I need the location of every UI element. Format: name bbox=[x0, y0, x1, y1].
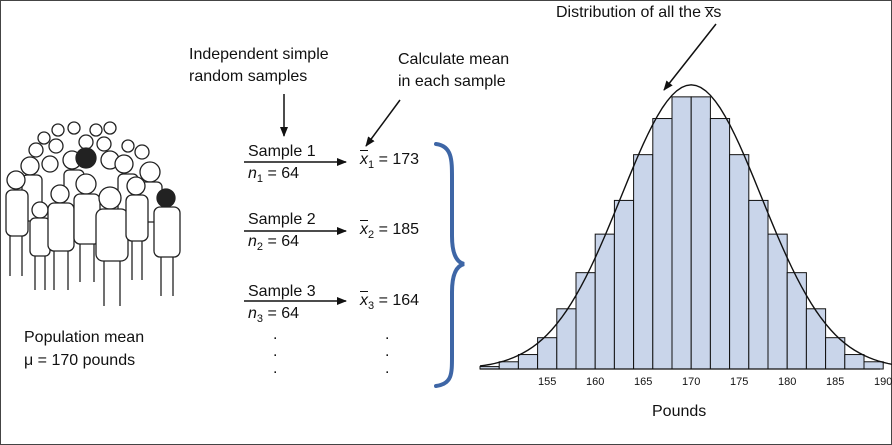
calculate-mean-line1: Calculate mean bbox=[398, 51, 510, 68]
histogram-bar bbox=[498, 361, 519, 370]
x-tick-label: 170 bbox=[682, 376, 700, 388]
histogram bbox=[479, 96, 884, 370]
histogram-bar bbox=[709, 118, 731, 370]
population-crowd-illustration bbox=[5, 121, 181, 306]
crowd-front-row bbox=[5, 170, 181, 306]
x-tick-label: 160 bbox=[586, 376, 604, 388]
histogram-bar bbox=[863, 361, 884, 370]
histogram-bar bbox=[825, 337, 846, 370]
x-axis-label: Pounds bbox=[652, 403, 707, 420]
histogram-bar bbox=[575, 272, 596, 370]
distribution-title-arrow bbox=[663, 23, 717, 91]
x-axis-ticks: 155 160 165 170 175 180 185 190 bbox=[538, 376, 892, 388]
histogram-bar bbox=[517, 354, 539, 370]
x-tick-label: 155 bbox=[538, 376, 556, 388]
histogram-bar bbox=[767, 233, 788, 370]
sample-2-label: Sample 2 bbox=[248, 211, 316, 228]
histogram-bar bbox=[844, 354, 865, 370]
histogram-bar bbox=[537, 337, 558, 370]
x-tick-label: 190 bbox=[874, 376, 892, 388]
means-ellipsis: ... bbox=[385, 326, 390, 377]
x-tick-label: 185 bbox=[826, 376, 844, 388]
sample-3-mean: x3 = 164 bbox=[360, 292, 420, 313]
independent-samples-line2: random samples bbox=[189, 68, 308, 85]
histogram-bar bbox=[786, 272, 807, 370]
samples-ellipsis: ... bbox=[273, 326, 278, 377]
histogram-bar bbox=[652, 118, 673, 370]
curly-brace bbox=[434, 142, 465, 388]
histogram-bar bbox=[690, 96, 711, 370]
histogram-bar bbox=[748, 199, 769, 370]
population-mean-value: μ = 170 pounds bbox=[24, 352, 136, 369]
histogram-bar bbox=[556, 308, 577, 370]
sample-3-label: Sample 3 bbox=[248, 283, 316, 300]
sample-2-size: n2 = 64 bbox=[248, 233, 300, 254]
normal-curve-overlay bbox=[479, 84, 892, 367]
sample-1-size: n1 = 64 bbox=[248, 165, 300, 186]
distribution-title: Distribution of all the x̅s bbox=[556, 4, 722, 21]
population-mean-label: Population mean bbox=[24, 329, 145, 346]
histogram-bar bbox=[805, 308, 827, 370]
independent-samples-line1: Independent simple bbox=[189, 46, 329, 63]
histogram-bar bbox=[613, 199, 635, 370]
histogram-bar bbox=[729, 154, 750, 370]
x-tick-label: 180 bbox=[778, 376, 796, 388]
sample-3-size: n3 = 64 bbox=[248, 305, 300, 326]
sample-1-mean: x1 = 173 bbox=[360, 151, 420, 172]
histogram-bar bbox=[633, 154, 654, 370]
crowd-back-row bbox=[28, 121, 150, 160]
sample-1-label: Sample 1 bbox=[248, 143, 316, 160]
mean-diag-arrow bbox=[365, 99, 401, 147]
sample-2-mean: x2 = 185 bbox=[360, 221, 420, 242]
calculate-mean-line2: in each sample bbox=[398, 73, 506, 90]
x-tick-label: 165 bbox=[634, 376, 652, 388]
histogram-bar bbox=[594, 233, 615, 370]
x-tick-label: 175 bbox=[730, 376, 748, 388]
histogram-bar bbox=[671, 96, 692, 370]
